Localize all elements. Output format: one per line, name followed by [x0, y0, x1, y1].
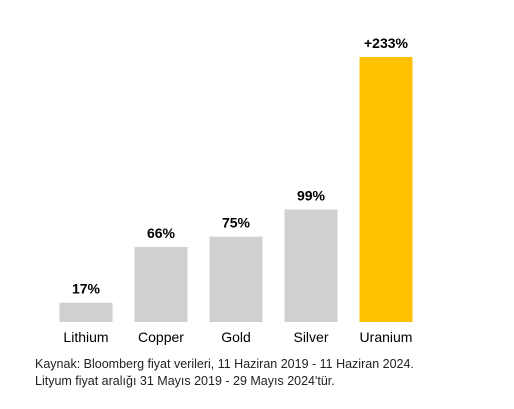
bar-gold	[209, 236, 263, 322]
value-label-silver: 99%	[297, 187, 326, 203]
category-label-uranium: Uranium	[360, 329, 413, 345]
value-label-uranium: +233%	[364, 35, 409, 51]
source-line-1: Kaynak: Bloomberg fiyat verileri, 11 Haz…	[35, 357, 414, 371]
category-label-silver: Silver	[293, 329, 328, 345]
value-label-copper: 66%	[147, 225, 176, 241]
bar-uranium	[359, 57, 413, 322]
bar-silver	[284, 209, 338, 322]
category-label-gold: Gold	[221, 329, 251, 345]
category-label-copper: Copper	[138, 329, 184, 345]
source-note: Kaynak: Bloomberg fiyat verileri, 11 Haz…	[35, 356, 505, 390]
source-line-2: Lityum fiyat aralığı 31 Mayıs 2019 - 29 …	[35, 374, 335, 388]
value-label-gold: 75%	[222, 215, 251, 231]
category-label-lithium: Lithium	[63, 329, 108, 345]
bar-lithium	[59, 302, 113, 322]
value-label-lithium: 17%	[72, 281, 101, 297]
bar-copper	[134, 246, 188, 322]
